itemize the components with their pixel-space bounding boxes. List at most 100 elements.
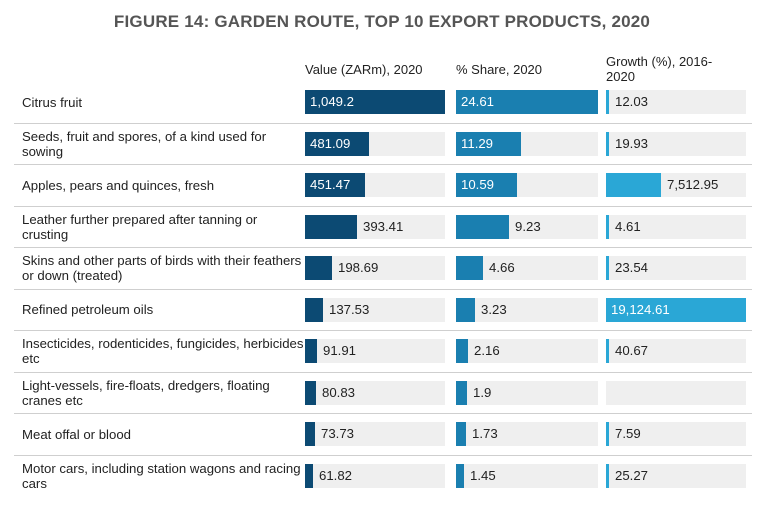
growth-track: 40.67 bbox=[606, 339, 746, 363]
category-label: Citrus fruit bbox=[22, 94, 83, 110]
table-row: Motor cars, including station wagons and… bbox=[14, 456, 754, 496]
growth-data-label: 19.93 bbox=[615, 135, 649, 151]
table-row: Light-vessels, fire-floats, dredgers, fl… bbox=[14, 373, 754, 413]
column-header-growth: Growth (%), 2016- 2020 bbox=[606, 54, 713, 84]
growth-data-label: 7.59 bbox=[615, 426, 641, 441]
category-label: Leather further prepared after tanning o… bbox=[22, 211, 258, 242]
column-header-value: Value (ZARm), 2020 bbox=[305, 62, 423, 77]
share-track: 3.23 bbox=[456, 297, 598, 322]
value-track: 198.69 bbox=[305, 256, 445, 280]
category-label: Meat offal or blood bbox=[22, 426, 131, 442]
share-data-label: 10.59 bbox=[461, 177, 495, 192]
table-row: Insecticides, rodenticides, fungicides, … bbox=[14, 331, 754, 371]
growth-bar bbox=[606, 297, 746, 322]
share-track: 10.59 bbox=[456, 173, 598, 197]
value-track: 451.47 bbox=[305, 173, 445, 197]
value-data-label: 198.69 bbox=[338, 260, 379, 275]
value-bar bbox=[305, 339, 317, 363]
category-label: Motor cars, including station wagons and… bbox=[22, 460, 301, 491]
share-data-label: 1.73 bbox=[472, 426, 498, 441]
growth-bar bbox=[606, 214, 609, 239]
share-data-label: 4.66 bbox=[489, 260, 515, 275]
growth-track: 7,512.95 bbox=[606, 173, 746, 197]
value-track: 73.73 bbox=[305, 422, 445, 446]
value-data-label: 481.09 bbox=[310, 135, 351, 151]
row-divider bbox=[14, 247, 752, 248]
share-track: 9.23 bbox=[456, 214, 598, 239]
share-bar bbox=[456, 422, 466, 446]
share-bar bbox=[456, 256, 483, 280]
growth-bar bbox=[606, 463, 609, 488]
growth-data-label: 40.67 bbox=[615, 343, 649, 358]
value-bar bbox=[305, 256, 332, 280]
share-track: 1.73 bbox=[456, 422, 598, 446]
growth-data-label: 12.03 bbox=[615, 94, 649, 109]
value-data-label: 91.91 bbox=[323, 343, 357, 358]
share-data-label: 9.23 bbox=[515, 218, 541, 234]
value-data-label: 61.82 bbox=[319, 467, 353, 483]
value-bar bbox=[305, 90, 445, 114]
value-bar bbox=[305, 380, 316, 405]
growth-bar bbox=[606, 90, 609, 114]
table-row: Citrus fruit 1,049.2 24.61 12.03 bbox=[14, 82, 754, 122]
growth-data-label: 23.54 bbox=[615, 260, 649, 275]
value-track: 481.09 bbox=[305, 131, 445, 156]
category-label: Apples, pears and quinces, fresh bbox=[22, 177, 215, 193]
share-bar bbox=[456, 380, 467, 405]
table-row: Refined petroleum oils 137.53 3.23 19,124.6… bbox=[14, 290, 754, 330]
value-data-label: 451.47 bbox=[310, 177, 351, 192]
share-track: 24.61 bbox=[456, 90, 598, 114]
share-bar bbox=[456, 463, 464, 488]
value-data-label: 1,049.2 bbox=[310, 94, 354, 109]
growth-track bbox=[606, 380, 746, 405]
table-row: Apples, pears and quinces, fresh 451.47 10… bbox=[14, 165, 754, 205]
growth-data-label: 19,124.61 bbox=[611, 301, 670, 317]
category-label: Light-vessels, fire-floats, dredgers, fl… bbox=[22, 377, 270, 408]
row-divider bbox=[14, 330, 752, 331]
share-track: 11.29 bbox=[456, 131, 598, 156]
category-label: Refined petroleum oils bbox=[22, 302, 154, 317]
growth-bar bbox=[606, 422, 609, 446]
growth-bar bbox=[606, 173, 661, 197]
table-row: Leather further prepared after tanning o… bbox=[14, 207, 754, 247]
row-divider bbox=[14, 122, 752, 124]
row-divider bbox=[14, 371, 752, 373]
share-track: 2.16 bbox=[456, 339, 598, 363]
row-divider bbox=[14, 164, 752, 165]
row-divider bbox=[14, 288, 752, 290]
growth-track: 7.59 bbox=[606, 422, 746, 446]
growth-bar bbox=[606, 339, 609, 363]
value-data-label: 137.53 bbox=[329, 301, 370, 317]
share-data-label: 1.9 bbox=[473, 384, 492, 400]
value-bar bbox=[305, 131, 369, 156]
growth-track: 25.27 bbox=[606, 463, 746, 488]
share-track: 1.9 bbox=[456, 380, 598, 405]
value-track: 80.83 bbox=[305, 380, 445, 405]
value-track: 1,049.2 bbox=[305, 90, 445, 114]
growth-track: 19.93 bbox=[606, 131, 746, 156]
category-label: Insecticides, rodenticides, fungicides, … bbox=[22, 336, 304, 366]
value-bar bbox=[305, 173, 365, 197]
value-data-label: 80.83 bbox=[322, 384, 356, 400]
share-bar bbox=[456, 214, 509, 239]
category-label: Seeds, fruit and spores, of a kind used … bbox=[22, 128, 267, 159]
row-divider bbox=[14, 205, 752, 207]
row-divider bbox=[14, 413, 752, 414]
share-track: 4.66 bbox=[456, 256, 598, 280]
growth-data-label: 4.61 bbox=[615, 218, 641, 234]
table-row: Meat offal or blood 73.73 1.73 7.59 bbox=[14, 414, 754, 454]
value-track: 91.91 bbox=[305, 339, 445, 363]
growth-track: 12.03 bbox=[606, 90, 746, 114]
value-bar bbox=[305, 463, 313, 488]
share-data-label: 1.45 bbox=[470, 467, 496, 483]
share-bar bbox=[456, 90, 598, 114]
row-divider bbox=[14, 454, 752, 456]
share-data-label: 2.16 bbox=[474, 343, 500, 358]
value-data-label: 73.73 bbox=[321, 426, 355, 441]
value-track: 393.41 bbox=[305, 214, 445, 239]
value-bar bbox=[305, 297, 323, 322]
value-bar bbox=[305, 422, 315, 446]
value-track: 61.82 bbox=[305, 463, 445, 488]
share-bar bbox=[456, 131, 521, 156]
growth-track: 23.54 bbox=[606, 256, 746, 280]
